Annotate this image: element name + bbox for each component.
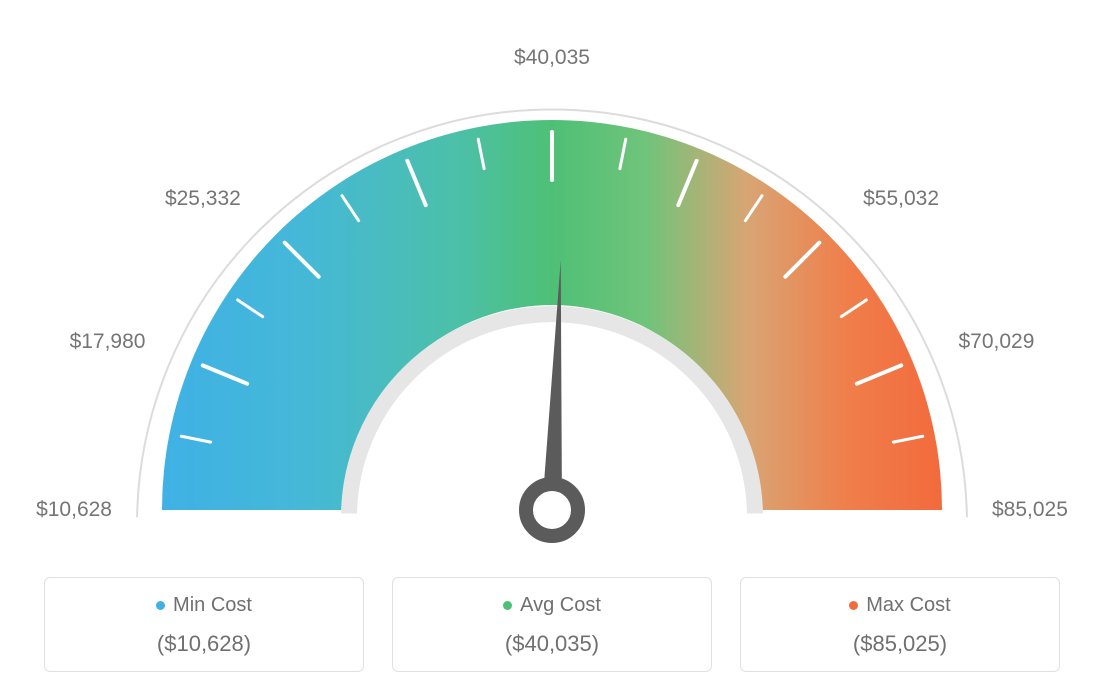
legend-card-min: Min Cost ($10,628): [44, 577, 364, 672]
scale-label: $17,980: [70, 330, 146, 354]
legend-title-min: Min Cost: [156, 594, 252, 617]
legend-value-avg: ($40,035): [403, 631, 701, 657]
dot-icon-min: [156, 601, 165, 610]
legend-card-max: Max Cost ($85,025): [740, 577, 1060, 672]
gauge-chart-container: $10,628 $17,980 $25,332 $40,035 $55,032 $70,0…: [0, 0, 1104, 690]
gauge-svg: [0, 40, 1104, 580]
scale-label: $70,029: [959, 330, 1035, 354]
scale-label: $55,032: [863, 187, 939, 211]
gauge-area: $10,628 $17,980 $25,332 $40,035 $55,032 $70,0…: [0, 0, 1104, 540]
dot-icon-avg: [503, 601, 512, 610]
scale-label: $10,628: [36, 498, 112, 522]
legend-title-avg-label: Avg Cost: [520, 594, 601, 617]
legend-title-min-label: Min Cost: [173, 594, 252, 617]
dot-icon-max: [849, 601, 858, 610]
legend-value-max: ($85,025): [751, 631, 1049, 657]
legend-title-max: Max Cost: [849, 594, 950, 617]
scale-label: $40,035: [514, 46, 590, 70]
scale-label: $25,332: [165, 187, 241, 211]
scale-label: $85,025: [992, 498, 1068, 522]
legend-title-avg: Avg Cost: [503, 594, 601, 617]
legend-row: Min Cost ($10,628) Avg Cost ($40,035) Ma…: [0, 577, 1104, 672]
legend-card-avg: Avg Cost ($40,035): [392, 577, 712, 672]
legend-value-min: ($10,628): [55, 631, 353, 657]
legend-title-max-label: Max Cost: [866, 594, 950, 617]
